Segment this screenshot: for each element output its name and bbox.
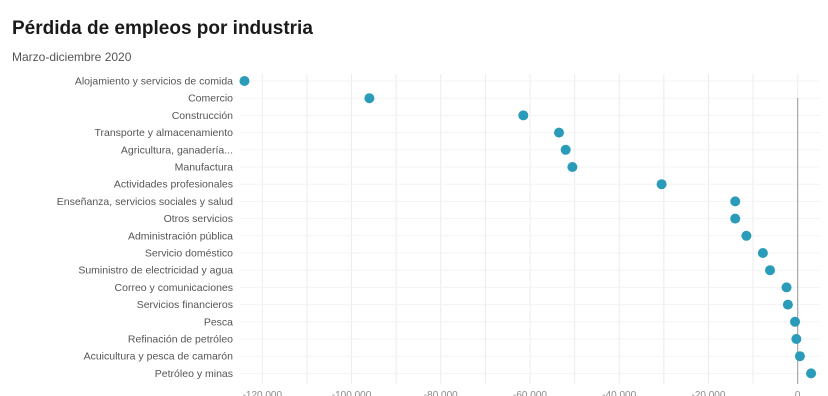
x-tick-label: -100.000 bbox=[332, 390, 372, 396]
category-label: Servicio doméstico bbox=[145, 248, 233, 260]
x-tick-label: -40.000 bbox=[602, 390, 636, 396]
data-point bbox=[741, 230, 752, 241]
data-point bbox=[239, 76, 250, 86]
data-point bbox=[518, 110, 529, 121]
category-label: Construcción bbox=[172, 110, 233, 122]
grid-lines bbox=[240, 74, 820, 384]
data-point bbox=[794, 351, 805, 362]
data-point bbox=[806, 368, 817, 379]
x-tick-label: -120.000 bbox=[243, 390, 283, 396]
category-label: Agricultura, ganadería... bbox=[121, 144, 233, 156]
category-label: Otros servicios bbox=[164, 213, 233, 225]
data-point bbox=[730, 196, 741, 207]
category-label: Acuicultura y pesca de camarón bbox=[84, 351, 234, 363]
category-label: Alojamiento y servicios de comida bbox=[75, 76, 233, 88]
category-label: Servicios financieros bbox=[137, 299, 233, 311]
data-point bbox=[554, 127, 564, 138]
category-label: Manufactura bbox=[175, 162, 234, 174]
chart-subtitle: Marzo-diciembre 2020 bbox=[12, 50, 132, 64]
x-tick-label: -80.000 bbox=[424, 390, 458, 396]
data-point bbox=[791, 334, 802, 344]
data-point bbox=[730, 213, 741, 224]
x-axis-ticks: -120.000 -100.000 -80.000 -60.000 -40.000 -20… bbox=[243, 390, 801, 396]
data-point bbox=[781, 282, 792, 293]
category-label: Enseñanza, servicios sociales y salud bbox=[57, 196, 233, 208]
category-label: Petróleo y minas bbox=[155, 368, 233, 380]
data-point bbox=[560, 144, 571, 155]
data-point bbox=[656, 179, 667, 190]
category-label: Correo y comunicaciones bbox=[115, 282, 233, 294]
data-point bbox=[790, 316, 801, 327]
category-label: Actividades profesionales bbox=[114, 179, 233, 191]
category-label: Suministro de electricidad y agua bbox=[78, 265, 233, 277]
data-points bbox=[239, 76, 817, 379]
data-point bbox=[567, 162, 578, 172]
chart-title: Pérdida de empleos por industria bbox=[12, 18, 313, 39]
x-tick-label: -20.000 bbox=[692, 390, 726, 396]
category-label: Administración pública bbox=[128, 230, 233, 242]
data-point bbox=[364, 93, 375, 104]
category-label: Pesca bbox=[204, 316, 233, 328]
category-label: Refinación de petróleo bbox=[128, 334, 233, 346]
category-label: Transporte y almacenamiento bbox=[94, 127, 233, 139]
x-tick-label: -60.000 bbox=[513, 390, 547, 396]
x-tick-label: 0 bbox=[795, 390, 801, 396]
data-point bbox=[782, 299, 793, 310]
data-point bbox=[757, 248, 768, 258]
category-labels: Alojamiento y servicios de comida Comerci… bbox=[57, 76, 233, 380]
data-point bbox=[765, 265, 776, 276]
category-label: Comercio bbox=[188, 93, 233, 105]
